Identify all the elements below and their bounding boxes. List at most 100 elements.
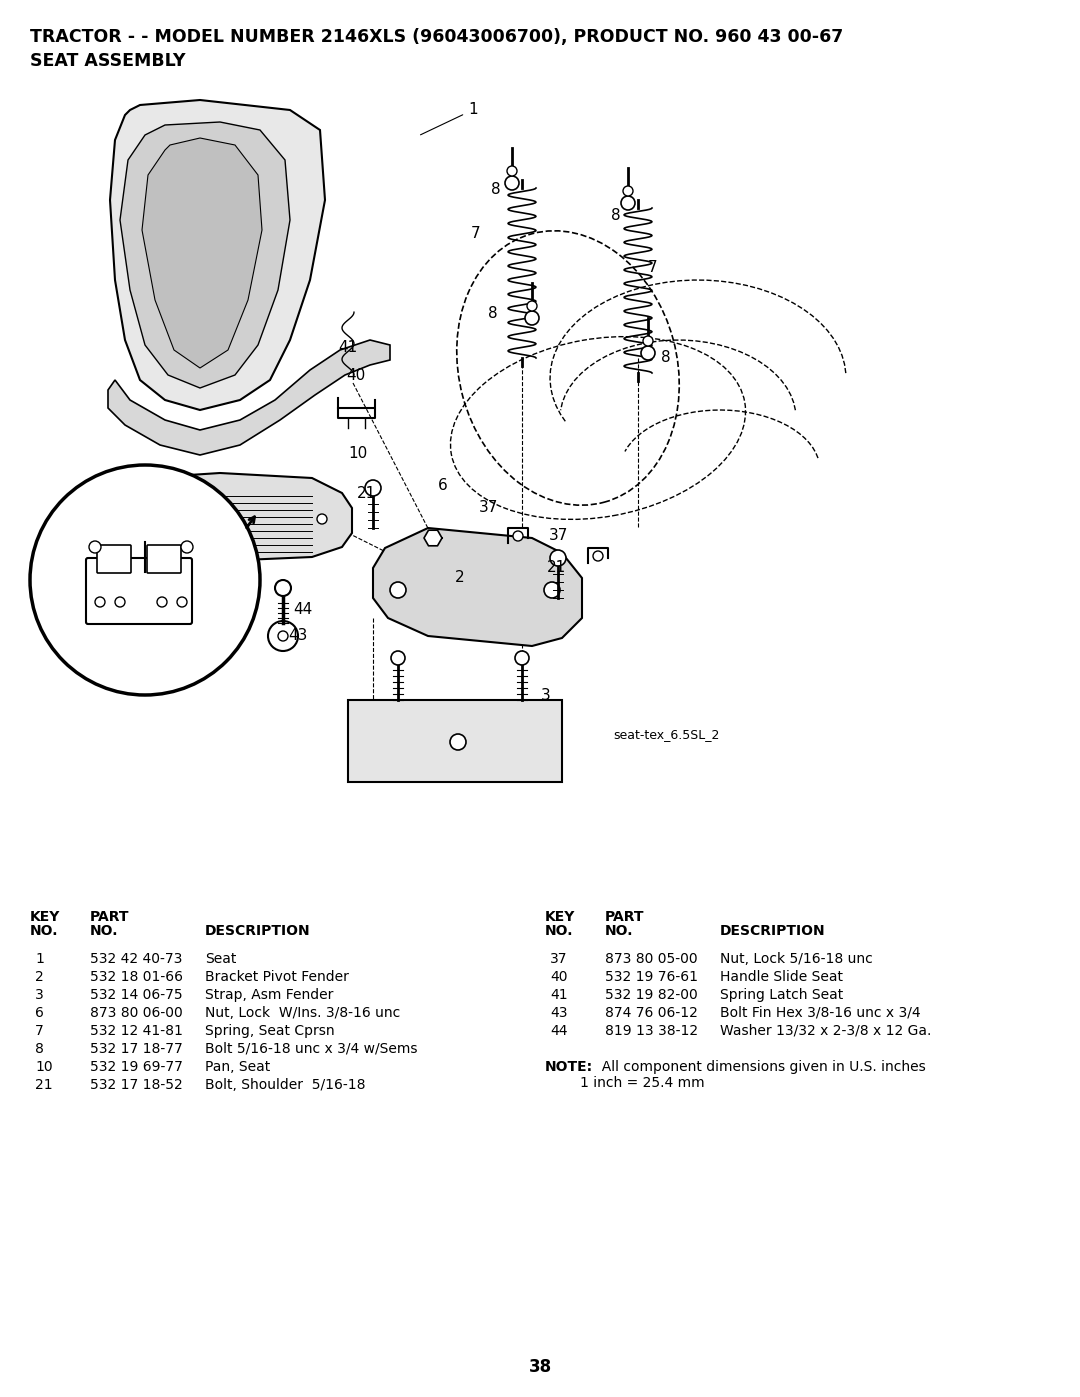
Text: Strap, Asm Fender: Strap, Asm Fender bbox=[205, 988, 334, 1002]
Circle shape bbox=[623, 186, 633, 196]
Text: KEY: KEY bbox=[30, 909, 60, 923]
Text: Bracket Pivot Fender: Bracket Pivot Fender bbox=[205, 970, 349, 983]
Text: Bolt, Shoulder  5/16-18: Bolt, Shoulder 5/16-18 bbox=[205, 1078, 365, 1092]
Circle shape bbox=[114, 597, 125, 608]
Text: seat-tex_6.5SL_2: seat-tex_6.5SL_2 bbox=[613, 728, 719, 740]
Circle shape bbox=[593, 550, 603, 562]
Circle shape bbox=[513, 531, 523, 541]
Text: 43: 43 bbox=[288, 629, 308, 644]
Text: 44: 44 bbox=[294, 602, 312, 617]
Text: NO.: NO. bbox=[30, 923, 58, 937]
FancyBboxPatch shape bbox=[97, 545, 131, 573]
Text: 10: 10 bbox=[35, 1060, 53, 1074]
FancyBboxPatch shape bbox=[348, 700, 562, 782]
Text: 532 17 18-52: 532 17 18-52 bbox=[90, 1078, 183, 1092]
Text: 8: 8 bbox=[611, 208, 621, 224]
Text: TRACTOR - - MODEL NUMBER 2146XLS (96043006700), PRODUCT NO. 960 43 00-67: TRACTOR - - MODEL NUMBER 2146XLS (960430… bbox=[30, 28, 843, 46]
Text: 7: 7 bbox=[35, 1024, 44, 1038]
FancyBboxPatch shape bbox=[147, 545, 181, 573]
Text: 40: 40 bbox=[347, 369, 366, 384]
Text: 44: 44 bbox=[550, 1024, 567, 1038]
Circle shape bbox=[642, 346, 654, 360]
Text: 1: 1 bbox=[420, 102, 477, 134]
Text: 21: 21 bbox=[356, 486, 376, 500]
Text: NOTE:: NOTE: bbox=[545, 1060, 593, 1074]
Circle shape bbox=[181, 541, 193, 553]
Circle shape bbox=[95, 597, 105, 608]
Text: NO.: NO. bbox=[90, 923, 119, 937]
Text: Bolt 5/16-18 unc x 3/4 w/Sems: Bolt 5/16-18 unc x 3/4 w/Sems bbox=[205, 1042, 418, 1056]
Circle shape bbox=[450, 733, 465, 750]
Text: Handle Slide Seat: Handle Slide Seat bbox=[720, 970, 843, 983]
Text: PART: PART bbox=[605, 909, 645, 923]
Text: 7: 7 bbox=[471, 225, 481, 240]
Circle shape bbox=[515, 651, 529, 665]
Circle shape bbox=[268, 622, 298, 651]
Text: Bolt Fin Hex 3/8-16 unc x 3/4: Bolt Fin Hex 3/8-16 unc x 3/4 bbox=[720, 1006, 920, 1020]
Text: 37: 37 bbox=[478, 500, 498, 515]
PathPatch shape bbox=[118, 474, 352, 562]
Circle shape bbox=[621, 196, 635, 210]
PathPatch shape bbox=[141, 138, 262, 367]
Text: 8: 8 bbox=[491, 183, 501, 197]
Text: 21: 21 bbox=[546, 560, 566, 576]
Text: 7: 7 bbox=[648, 260, 658, 275]
Circle shape bbox=[30, 465, 260, 694]
Text: Spring Latch Seat: Spring Latch Seat bbox=[720, 988, 843, 1002]
Text: 873 80 06-00: 873 80 06-00 bbox=[90, 1006, 183, 1020]
Text: 532 14 06-75: 532 14 06-75 bbox=[90, 988, 183, 1002]
Text: Nut, Lock  W/Ins. 3/8-16 unc: Nut, Lock W/Ins. 3/8-16 unc bbox=[205, 1006, 401, 1020]
Text: 1: 1 bbox=[35, 951, 44, 965]
Text: Nut, Lock 5/16-18 unc: Nut, Lock 5/16-18 unc bbox=[720, 951, 873, 965]
Text: 3: 3 bbox=[35, 988, 44, 1002]
Circle shape bbox=[507, 166, 517, 176]
Text: Washer 13/32 x 2-3/8 x 12 Ga.: Washer 13/32 x 2-3/8 x 12 Ga. bbox=[720, 1024, 931, 1038]
Text: 819 13 38-12: 819 13 38-12 bbox=[605, 1024, 698, 1038]
Circle shape bbox=[365, 481, 381, 496]
Text: 6: 6 bbox=[35, 1006, 44, 1020]
Circle shape bbox=[505, 176, 519, 190]
Circle shape bbox=[318, 514, 327, 524]
Text: Pan, Seat: Pan, Seat bbox=[205, 1060, 270, 1074]
Text: 532 42 40-73: 532 42 40-73 bbox=[90, 951, 183, 965]
Text: 38: 38 bbox=[528, 1358, 552, 1376]
PathPatch shape bbox=[373, 528, 582, 645]
Circle shape bbox=[550, 550, 566, 566]
Circle shape bbox=[157, 597, 167, 608]
Circle shape bbox=[391, 651, 405, 665]
Text: 37: 37 bbox=[550, 951, 567, 965]
Text: 6: 6 bbox=[438, 479, 448, 493]
Circle shape bbox=[544, 583, 561, 598]
Text: 532 12 41-81: 532 12 41-81 bbox=[90, 1024, 183, 1038]
Text: 10: 10 bbox=[349, 446, 367, 461]
Text: 41: 41 bbox=[338, 341, 357, 355]
PathPatch shape bbox=[108, 339, 390, 455]
Text: Seat: Seat bbox=[205, 951, 237, 965]
PathPatch shape bbox=[120, 122, 291, 388]
Text: All component dimensions given in U.S. inches: All component dimensions given in U.S. i… bbox=[593, 1060, 926, 1074]
Text: 873 80 05-00: 873 80 05-00 bbox=[605, 951, 698, 965]
Circle shape bbox=[525, 312, 539, 326]
Text: 532 19 76-61: 532 19 76-61 bbox=[605, 970, 698, 983]
Circle shape bbox=[133, 514, 143, 524]
Text: 532 18 01-66: 532 18 01-66 bbox=[90, 970, 183, 983]
Text: 2: 2 bbox=[455, 570, 464, 585]
Text: 532 19 69-77: 532 19 69-77 bbox=[90, 1060, 183, 1074]
Text: 8: 8 bbox=[661, 351, 671, 366]
Text: 532 19 82-00: 532 19 82-00 bbox=[605, 988, 698, 1002]
Text: KEY: KEY bbox=[545, 909, 576, 923]
Text: 21: 21 bbox=[35, 1078, 53, 1092]
Text: SEAT ASSEMBLY: SEAT ASSEMBLY bbox=[30, 52, 186, 70]
Circle shape bbox=[278, 631, 288, 641]
Text: 37: 37 bbox=[549, 528, 568, 543]
Circle shape bbox=[177, 597, 187, 608]
Polygon shape bbox=[424, 531, 442, 546]
Text: 8: 8 bbox=[35, 1042, 44, 1056]
Text: DESCRIPTION: DESCRIPTION bbox=[720, 923, 825, 937]
Text: 874 76 06-12: 874 76 06-12 bbox=[605, 1006, 698, 1020]
Circle shape bbox=[89, 541, 102, 553]
Text: 2: 2 bbox=[35, 970, 44, 983]
Circle shape bbox=[527, 300, 537, 312]
Circle shape bbox=[643, 337, 653, 346]
Text: Spring, Seat Cprsn: Spring, Seat Cprsn bbox=[205, 1024, 335, 1038]
